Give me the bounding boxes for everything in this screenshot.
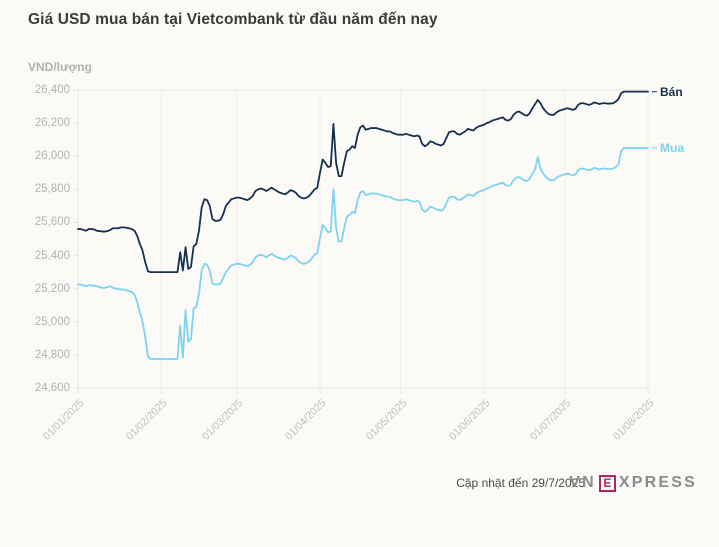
series-line-bn — [77, 90, 649, 274]
legend-dash-mua — [652, 147, 657, 149]
y-axis-tick-label: 24,800 — [34, 348, 70, 361]
y-axis-tick-label: 26,400 — [34, 84, 70, 96]
legend-label-mua: Mua — [660, 140, 684, 155]
y-axis-tick-label: 25,600 — [34, 216, 70, 229]
legend-dash-bn — [652, 90, 657, 93]
logo-prefix: VN — [569, 474, 596, 491]
y-axis-tick-label: 25,200 — [34, 282, 70, 295]
y-axis-tick-label: 26,200 — [34, 117, 70, 130]
chart-container: Giá USD mua bán tại Vietcombank từ đầu n… — [28, 11, 697, 492]
y-axis-title: VND/lượng — [28, 60, 92, 74]
page-title: Giá USD mua bán tại Vietcombank từ đầu n… — [28, 11, 438, 28]
series-line-mua — [77, 147, 649, 360]
logo-box-icon: E — [598, 474, 616, 492]
y-axis-tick-label: 24,600 — [34, 382, 70, 394]
logo-suffix: XPRESS — [618, 474, 697, 491]
y-axis-tick-label: 25,400 — [34, 249, 70, 262]
y-axis-tick-label: 25,000 — [34, 315, 70, 328]
vnexpress-logo: VN E XPRESS — [569, 474, 697, 492]
y-axis-tick-label: 26,000 — [34, 150, 70, 163]
y-axis-tick-label: 25,800 — [34, 183, 70, 196]
line-chart-plot — [73, 89, 649, 393]
update-timestamp: Cập nhật đến 29/7/2025 — [456, 476, 585, 490]
legend-label-ban: Bán — [660, 84, 683, 99]
